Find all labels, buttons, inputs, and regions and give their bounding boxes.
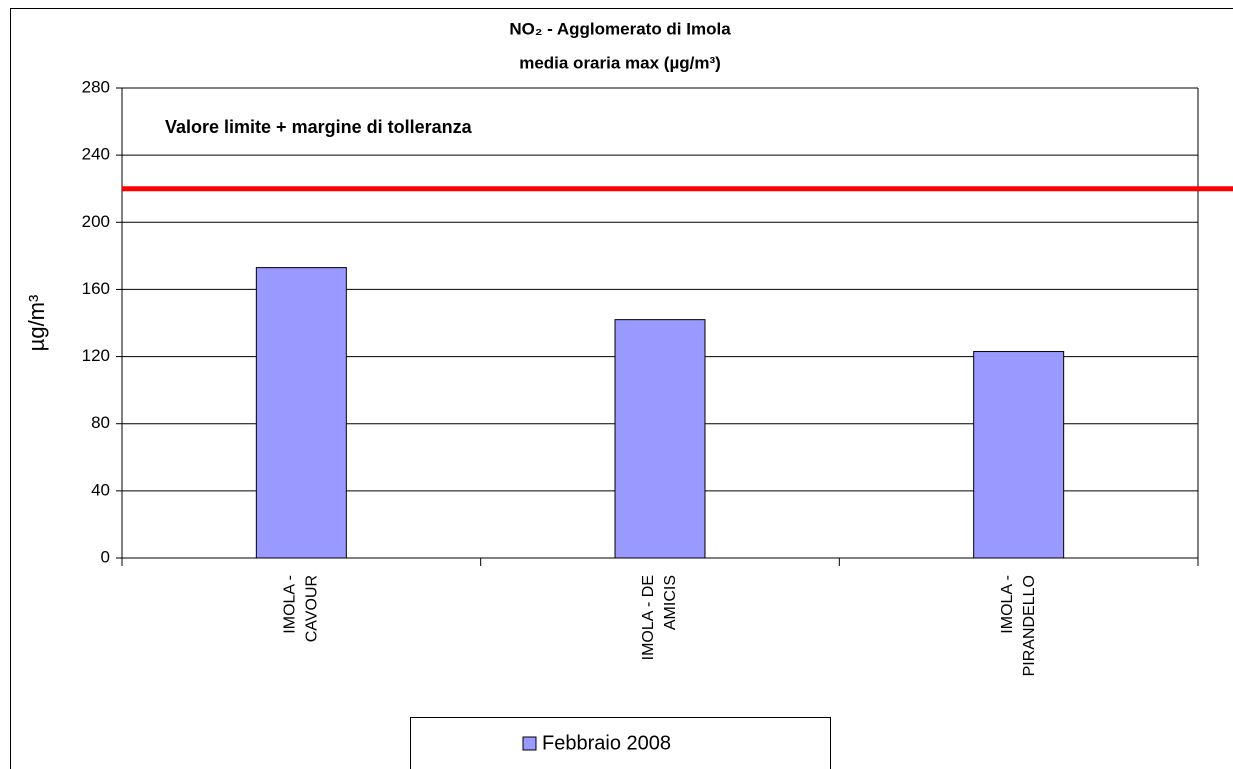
x-tick-label: IMOLA - (999, 575, 1016, 634)
y-tick-label: 200 (82, 212, 110, 231)
chart-subtitle: media oraria max (µg/m³) (519, 53, 721, 72)
x-tick-label: AMICIS (662, 575, 679, 630)
legend-swatch (522, 736, 537, 751)
y-tick-label: 80 (91, 413, 110, 432)
x-tick-label: IMOLA - DE (640, 575, 657, 660)
legend-label: Febbraio 2008 (542, 732, 671, 754)
limit-label: Valore limite + margine di tolleranza (165, 117, 473, 137)
bar (255, 267, 347, 559)
bar (614, 319, 706, 559)
legend-box (410, 717, 831, 769)
y-tick-label: 40 (91, 480, 110, 499)
y-tick-label: 280 (82, 77, 110, 96)
y-tick-label: 160 (82, 279, 110, 298)
x-tick-label: CAVOUR (304, 575, 321, 642)
y-axis-label: µg/m³ (24, 295, 49, 352)
y-tick-label: 120 (82, 346, 110, 365)
y-tick-label: 0 (101, 547, 110, 566)
x-tick-label: PIRANDELLO (1021, 575, 1038, 676)
x-tick-label: IMOLA - (282, 575, 299, 634)
y-tick-label: 240 (82, 145, 110, 164)
bar (973, 351, 1065, 559)
chart-title: NO₂ - Agglomerato di Imola (509, 19, 731, 38)
